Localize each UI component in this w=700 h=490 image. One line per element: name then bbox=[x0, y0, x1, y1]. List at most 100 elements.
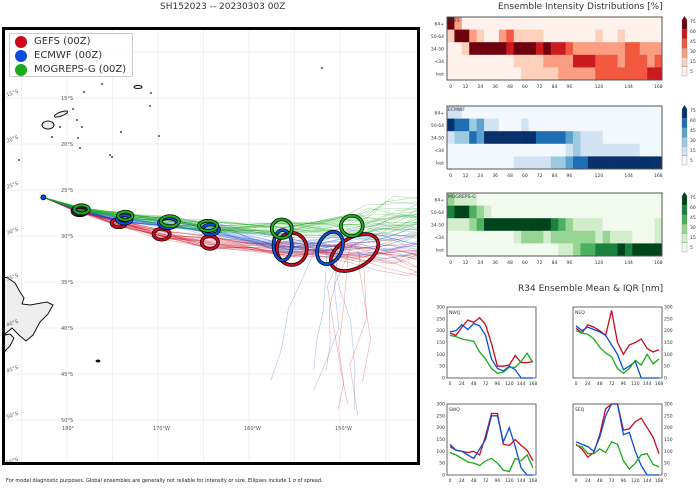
heatmap-xtick: 96 bbox=[566, 260, 572, 266]
heatmap-cell bbox=[550, 218, 559, 232]
heatmap-cell bbox=[610, 218, 618, 232]
r34-ytick: 50 bbox=[664, 364, 670, 370]
island-land bbox=[18, 159, 20, 161]
ensemble-track-gefs bbox=[43, 197, 417, 256]
heatmap-cell bbox=[639, 218, 648, 232]
heatmap-cell bbox=[550, 193, 559, 206]
spread-ellipse-gefs bbox=[329, 232, 380, 273]
heatmap-cell bbox=[595, 143, 603, 157]
heatmap-cell bbox=[528, 193, 537, 206]
r34-ytick: 0 bbox=[442, 473, 445, 479]
colorbar-extend-icon bbox=[682, 16, 687, 20]
ensemble-track-mogreps-g bbox=[43, 197, 417, 228]
heatmap-cell bbox=[558, 131, 566, 145]
heatmap-cell bbox=[484, 218, 492, 232]
heatmap-cell bbox=[491, 143, 500, 157]
heatmap-cell bbox=[565, 67, 574, 81]
r34-xtick: 120 bbox=[505, 478, 514, 484]
heatmap-cell bbox=[461, 218, 470, 232]
heatmap-ytick: <34 bbox=[435, 148, 445, 154]
r34-xtick: 72 bbox=[609, 381, 615, 387]
heatmap-cell bbox=[535, 17, 544, 30]
legend-item-ecmwf: ECMWF (00Z) bbox=[10, 49, 132, 62]
ensemble-track-gefs bbox=[43, 197, 349, 410]
heatmap-cell bbox=[647, 218, 655, 232]
r34-panel-neq: NEQ 0 50 100 150 200 250 300 0 24 48 72 96 120 144 168 bbox=[572, 305, 673, 387]
heatmap-cell bbox=[654, 230, 663, 244]
island-land bbox=[120, 131, 122, 133]
heatmap-cell bbox=[632, 230, 641, 244]
heatmap-cell bbox=[647, 17, 655, 30]
lat-label-inner: 35°S bbox=[61, 280, 73, 286]
heatmap-cell bbox=[654, 17, 663, 30]
heatmap-cell bbox=[632, 143, 641, 157]
heatmap-cell bbox=[484, 230, 492, 244]
heatmap-ytick: <34 bbox=[435, 235, 445, 241]
heatmap-cell bbox=[595, 42, 603, 56]
r34-xtick: 48 bbox=[597, 478, 603, 484]
heatmap-cell bbox=[543, 156, 552, 170]
r34-xtick: 168 bbox=[529, 381, 538, 387]
north-island-land bbox=[5, 276, 54, 342]
heatmap-ytick: 64+ bbox=[435, 110, 445, 116]
heatmap-cell bbox=[535, 54, 544, 68]
r34-xtick: 168 bbox=[655, 478, 664, 484]
heatmap-xtick: 36 bbox=[492, 84, 498, 90]
heatmap-cell bbox=[595, 118, 603, 132]
heatmap-cell bbox=[550, 29, 559, 43]
heatmap-cell bbox=[484, 118, 492, 132]
heatmap-xtick: 24 bbox=[477, 260, 483, 266]
colorbar-tick: 5 bbox=[690, 245, 693, 251]
heatmap-cell bbox=[528, 67, 537, 81]
heatmap-cell bbox=[587, 205, 596, 219]
heatmap-cell bbox=[513, 131, 522, 145]
heatmap-cell bbox=[447, 17, 455, 30]
heatmap-cell bbox=[558, 230, 566, 244]
r34-ytick: 250 bbox=[436, 413, 445, 419]
heatmap-cell bbox=[469, 67, 477, 81]
heatmap-cell bbox=[602, 205, 611, 219]
heatmap-cell bbox=[610, 118, 618, 132]
heatmap-cell bbox=[461, 29, 470, 43]
heatmap-cell bbox=[513, 193, 522, 206]
colorbar-tick: 60 bbox=[690, 118, 696, 124]
colorbar-segment bbox=[681, 118, 688, 128]
r34-ytick: 50 bbox=[439, 461, 445, 467]
heatmap-cell bbox=[632, 193, 641, 206]
ensemble-track-mogreps-g bbox=[43, 197, 417, 228]
heatmap-xtick: 48 bbox=[507, 84, 513, 90]
heatmap-cell bbox=[565, 193, 574, 206]
ensemble-track-ecmwf bbox=[43, 197, 417, 261]
r34-xtick: 96 bbox=[495, 478, 501, 484]
heatmap-cell bbox=[484, 143, 492, 157]
heatmap-cell bbox=[610, 17, 618, 30]
heatmap-cell bbox=[624, 156, 633, 170]
heatmap-cell bbox=[558, 42, 566, 56]
r34-ytick: 150 bbox=[664, 340, 673, 346]
ensemble-track-mogreps-g bbox=[43, 197, 417, 237]
heatmap-xtick: 168 bbox=[654, 84, 663, 90]
heatmap-cell bbox=[610, 205, 618, 219]
r34-ytick: 300 bbox=[664, 402, 673, 408]
r34-ytick: 150 bbox=[436, 340, 445, 346]
heatmap-cell bbox=[461, 42, 470, 56]
heatmap-cell bbox=[587, 143, 596, 157]
heatmap-cell bbox=[521, 218, 529, 232]
colorbar-tick: 5 bbox=[690, 158, 693, 164]
legend-item-mogreps: MOGREPS-G (00Z) bbox=[10, 63, 132, 76]
lat-label: 50°S bbox=[6, 411, 19, 421]
heatmap-cell bbox=[639, 42, 648, 56]
heatmap-cell bbox=[506, 106, 515, 119]
heatmap-cell bbox=[454, 17, 463, 30]
ensemble-track-gefs bbox=[43, 197, 417, 261]
r34-line-mogreps-g bbox=[449, 334, 534, 374]
heatmap-cell bbox=[476, 106, 485, 119]
lat-label: 45°S bbox=[6, 365, 19, 375]
heatmap-xtick: 48 bbox=[507, 173, 513, 179]
heatmap-cell bbox=[617, 42, 626, 56]
heatmap-cell bbox=[476, 54, 485, 68]
colorbar-tick: 45 bbox=[690, 128, 696, 134]
heatmap-cell bbox=[543, 143, 552, 157]
ensemble-track-gefs bbox=[43, 197, 417, 264]
heatmap-cell bbox=[491, 131, 500, 145]
